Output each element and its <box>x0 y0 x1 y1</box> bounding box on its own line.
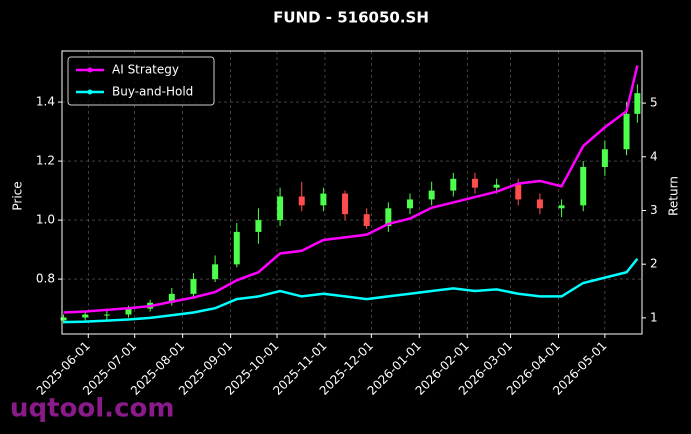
candle-body <box>125 308 132 315</box>
candle-body <box>363 214 370 226</box>
candle-body <box>342 193 349 215</box>
candle-body <box>558 205 565 209</box>
candle-body <box>60 317 67 321</box>
y-axis-label: Price <box>11 181 25 210</box>
candle-body <box>471 178 478 188</box>
candle-body <box>385 208 392 226</box>
y-tick-label: 1.4 <box>36 95 55 109</box>
plot-frame <box>61 50 643 335</box>
candle-body <box>493 184 500 188</box>
legend-marker <box>87 89 93 95</box>
chart-title: FUND - 516050.SH <box>273 9 429 27</box>
legend-box <box>67 56 215 106</box>
candle-body <box>623 113 630 150</box>
y2-tick-label: 5 <box>650 96 658 110</box>
candle-body <box>255 220 262 232</box>
y-tick-label: 1.2 <box>36 154 55 168</box>
candle-body <box>212 264 219 280</box>
y2-axis-label: Return <box>667 176 681 216</box>
candle-body <box>277 196 284 221</box>
candle-body <box>580 166 587 206</box>
candle-body <box>168 293 175 303</box>
legend-marker <box>87 67 93 73</box>
series-line <box>63 258 639 324</box>
candle-body <box>601 149 608 167</box>
candle-body <box>82 314 89 318</box>
candle-body <box>190 279 197 294</box>
y-tick-label: 1.0 <box>36 213 55 227</box>
y-tick-label: 0.8 <box>36 272 55 286</box>
candle-body <box>536 199 543 209</box>
candle-body <box>233 231 240 265</box>
candle-body <box>634 93 641 114</box>
candle-body <box>320 193 327 206</box>
candle-body <box>515 184 522 200</box>
candle-body <box>428 190 435 200</box>
y2-tick-label: 4 <box>650 149 658 163</box>
series-line <box>63 65 639 314</box>
y2-tick-label: 1 <box>650 310 658 324</box>
legend-label: AI Strategy <box>112 63 179 77</box>
candle-body <box>450 178 457 191</box>
y2-tick-label: 3 <box>650 203 658 217</box>
watermark: uqtool.com <box>10 394 174 424</box>
candle-body <box>407 199 413 209</box>
y2-tick-label: 2 <box>650 257 658 271</box>
candle-body <box>298 196 305 206</box>
legend-label: Buy-and-Hold <box>112 85 193 99</box>
candle-body <box>103 314 110 316</box>
